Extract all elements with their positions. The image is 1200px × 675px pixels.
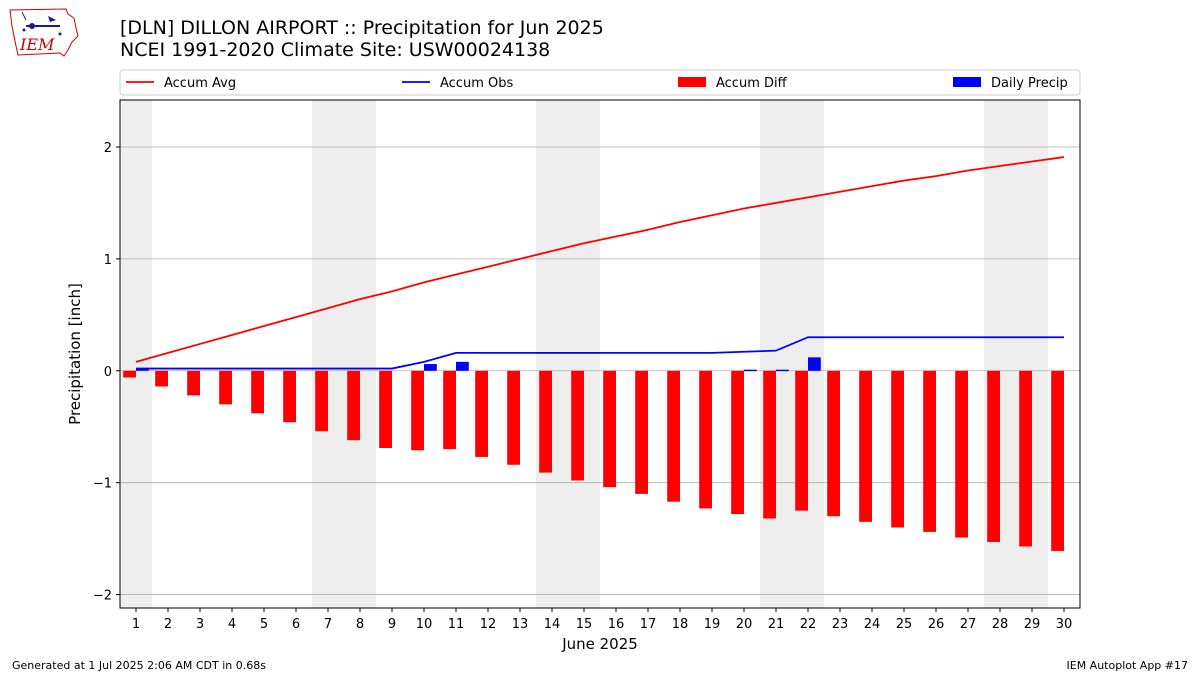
weekend-shade-band <box>120 100 152 608</box>
accum-diff-bar <box>411 370 424 451</box>
x-tick-label: 8 <box>356 617 364 632</box>
accum-diff-bar <box>251 370 264 414</box>
x-tick-label: 21 <box>768 617 785 632</box>
x-tick-label: 19 <box>704 617 721 632</box>
accum-diff-bar <box>443 370 456 450</box>
x-tick-label: 16 <box>608 617 625 632</box>
legend-daily-precip-label: Daily Precip <box>991 76 1068 91</box>
x-tick-label: 25 <box>896 617 913 632</box>
legend-accum-avg-label: Accum Avg <box>164 76 236 91</box>
daily-precip-bar <box>808 357 821 371</box>
accum-diff-bar <box>219 370 232 405</box>
accum-diff-bar <box>571 370 584 481</box>
x-axis-label: June 2025 <box>561 635 638 653</box>
x-tick-label: 14 <box>544 617 561 632</box>
y-axis-label: Precipitation [inch] <box>66 283 84 425</box>
accum-diff-bar <box>187 370 200 396</box>
accum-diff-bar <box>155 370 168 387</box>
accum-diff-bar <box>667 370 680 502</box>
legend-box <box>119 69 1081 96</box>
accum-diff-bar <box>763 370 776 519</box>
accum-diff-bar <box>827 370 840 517</box>
x-tick-label: 27 <box>960 617 977 632</box>
logo-text: IEM <box>19 35 55 54</box>
daily-precip-bar <box>744 369 757 372</box>
y-tick-label: 0 <box>104 365 112 380</box>
legend-accum-diff-label: Accum Diff <box>716 76 788 91</box>
weekend-shade-band <box>536 100 568 608</box>
chart-subtitle: NCEI 1991-2020 Climate Site: USW00024138 <box>120 39 551 61</box>
accum-diff-bar <box>283 370 296 423</box>
x-tick-label: 9 <box>388 617 396 632</box>
accum-diff-bar <box>699 370 712 509</box>
x-tick-label: 11 <box>448 617 465 632</box>
y-tick-label: 2 <box>104 141 112 156</box>
accum-obs-line <box>136 336 1064 370</box>
x-tick-label: 12 <box>480 617 497 632</box>
x-tick-label: 6 <box>292 617 300 632</box>
x-tick-label: 4 <box>228 617 236 632</box>
accum-diff-bar <box>475 370 488 457</box>
accum-diff-bar <box>1051 370 1064 551</box>
accum-diff-bar <box>315 370 328 432</box>
x-tick-label: 7 <box>324 617 332 632</box>
x-tick-label: 22 <box>800 617 817 632</box>
accum-diff-bar <box>955 370 968 538</box>
weekend-shade-band <box>344 100 376 608</box>
x-tick-label: 23 <box>832 617 849 632</box>
accum-diff-bar <box>539 370 552 473</box>
x-tick-label: 29 <box>1024 617 1041 632</box>
accum-avg-line <box>135 156 1065 363</box>
weekend-shade-band <box>760 100 792 608</box>
x-tick-label: 13 <box>512 617 529 632</box>
x-tick-label: 20 <box>736 617 753 632</box>
x-tick-label: 18 <box>672 617 689 632</box>
legend-accum-diff-swatch <box>678 77 706 87</box>
accum-diff-bar <box>123 370 136 378</box>
plot-frame <box>119 99 1081 609</box>
accum-diff-bar <box>603 370 616 488</box>
accum-diff-bar <box>731 370 744 515</box>
legend-daily-precip-swatch <box>953 77 981 87</box>
y-tick-label: −1 <box>93 477 112 492</box>
weekend-shade-band <box>312 100 344 608</box>
x-tick-label: 26 <box>928 617 945 632</box>
y-tick-label: 1 <box>104 253 112 268</box>
accum-diff-bar <box>859 370 872 522</box>
accum-diff-bar <box>379 370 392 448</box>
footer-app-id: IEM Autoplot App #17 <box>1066 659 1189 672</box>
weekend-shade-band <box>568 100 600 608</box>
y-tick-label: −2 <box>93 589 112 604</box>
accum-diff-bar <box>923 370 936 532</box>
legend: Accum Avg Accum Obs Accum Diff Daily Precip <box>119 69 1081 96</box>
accum-diff-bar <box>507 370 520 465</box>
accum-diff-bar <box>795 370 808 511</box>
footer-generated-text: Generated at 1 Jul 2025 2:06 AM CDT in 0… <box>12 659 266 672</box>
daily-precip-bar <box>136 368 149 371</box>
weekend-shade-band <box>792 100 824 608</box>
daily-precip-bar <box>456 361 469 371</box>
accum-diff-bar <box>635 370 648 494</box>
iem-logo-icon[interactable]: IEM <box>8 6 80 60</box>
x-tick-label: 17 <box>640 617 657 632</box>
accum-diff-bar <box>1019 370 1032 547</box>
accum-diff-bar <box>347 370 360 441</box>
accum-diff-bar <box>987 370 1000 542</box>
x-tick-label: 5 <box>260 617 268 632</box>
x-tick-label: 24 <box>864 617 881 632</box>
x-tick-label: 1 <box>132 617 140 632</box>
daily-precip-bar <box>424 364 437 371</box>
x-tick-label: 28 <box>992 617 1009 632</box>
chart-title: [DLN] DILLON AIRPORT :: Precipitation fo… <box>120 17 604 39</box>
x-tick-label: 3 <box>196 617 204 632</box>
legend-accum-obs-label: Accum Obs <box>440 76 513 91</box>
x-tick-label: 10 <box>416 617 433 632</box>
x-tick-label: 2 <box>164 617 172 632</box>
x-tick-label: 30 <box>1056 617 1073 632</box>
daily-precip-bar <box>776 369 789 372</box>
x-tick-label: 15 <box>576 617 593 632</box>
accum-diff-bar <box>891 370 904 528</box>
